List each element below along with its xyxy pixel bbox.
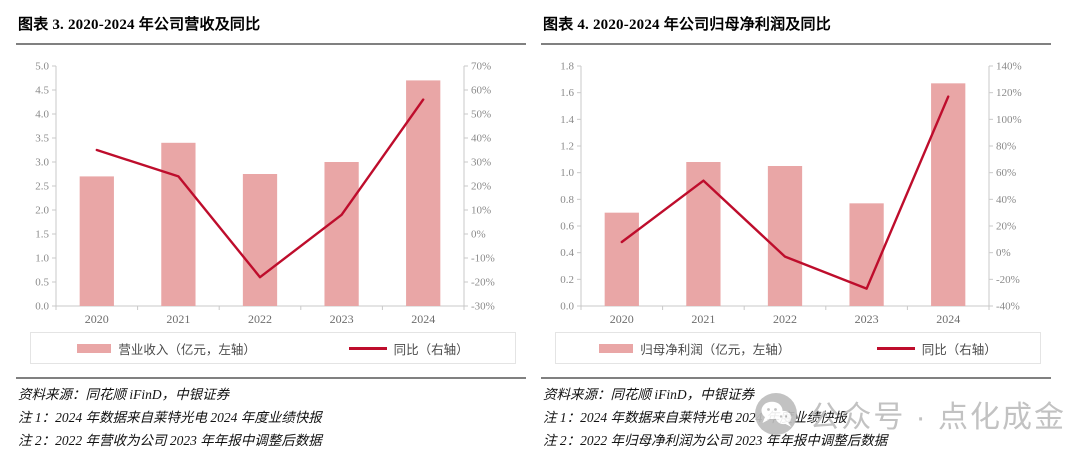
- revenue-chart-legend: 营业收入（亿元，左轴） 同比（右轴）: [30, 332, 516, 364]
- svg-text:60%: 60%: [996, 167, 1016, 179]
- note-2: 注 2：2022 年归母净利润为公司 2023 年年报中调整后数据: [543, 433, 888, 448]
- legend-item-yoy-line: 同比（右轴）: [348, 339, 469, 358]
- svg-text:1.0: 1.0: [560, 167, 574, 179]
- svg-text:2022: 2022: [773, 312, 797, 326]
- legend-item-yoy-line: 同比（右轴）: [876, 339, 997, 358]
- svg-text:2.5: 2.5: [35, 181, 49, 193]
- svg-text:4.5: 4.5: [35, 85, 49, 97]
- svg-text:1.6: 1.6: [560, 87, 574, 99]
- svg-text:1.0: 1.0: [35, 253, 49, 265]
- svg-text:40%: 40%: [471, 133, 491, 145]
- svg-text:120%: 120%: [996, 87, 1022, 99]
- net-profit-chart-legend: 归母净利润（亿元，左轴） 同比（右轴）: [555, 332, 1041, 364]
- svg-text:-10%: -10%: [471, 253, 495, 265]
- bar-series-swatch: [599, 343, 634, 353]
- svg-text:1.4: 1.4: [560, 114, 574, 126]
- svg-text:1.5: 1.5: [35, 229, 49, 241]
- svg-text:100%: 100%: [996, 114, 1022, 126]
- legend-label-revenue: 营业收入（亿元，左轴）: [118, 342, 256, 357]
- svg-text:-30%: -30%: [471, 301, 495, 313]
- legend-label-yoy: 同比（右轴）: [393, 342, 469, 357]
- svg-text:70%: 70%: [471, 61, 491, 73]
- source-line: 资料来源：同花顺 iFinD，中银证券: [543, 387, 755, 402]
- svg-text:20%: 20%: [996, 221, 1016, 233]
- note-1: 注 1：2024 年数据来自莱特光电 2024 年度业绩快报: [18, 410, 322, 425]
- legend-label-yoy: 同比（右轴）: [921, 342, 997, 357]
- source-line: 资料来源：同花顺 iFinD，中银证券: [18, 387, 230, 402]
- figure-net-profit-title: 图表 4. 2020-2024 年公司归母净利润及同比: [541, 10, 1051, 45]
- svg-text:140%: 140%: [996, 61, 1022, 73]
- revenue-yoy-chart: 0.0 0.5 1.0 1.5 2.0 2.5 3.0 3.5 4.0 4.5 5.0 -30% -20…: [35, 61, 495, 327]
- note-1: 注 1：2024 年数据来自莱特光电 2024 年度业绩快报: [543, 410, 847, 425]
- svg-text:3.5: 3.5: [35, 133, 49, 145]
- svg-text:20%: 20%: [471, 181, 491, 193]
- svg-text:2.0: 2.0: [35, 205, 49, 217]
- svg-text:0%: 0%: [996, 247, 1011, 259]
- svg-text:0.2: 0.2: [560, 274, 574, 286]
- svg-text:2021: 2021: [691, 312, 715, 326]
- line-series-swatch: [876, 346, 915, 350]
- svg-text:50%: 50%: [471, 109, 491, 121]
- svg-text:60%: 60%: [471, 85, 491, 97]
- legend-item-net-profit-bar: 归母净利润（亿元，左轴）: [599, 339, 790, 358]
- figure-revenue: 图表 3. 2020-2024 年公司营收及同比 0.0 0.5 1.0 1.5 2.0…: [0, 0, 539, 456]
- svg-text:0.6: 0.6: [560, 221, 574, 233]
- svg-text:2024: 2024: [411, 312, 435, 326]
- svg-text:4.0: 4.0: [35, 109, 49, 121]
- svg-text:2020: 2020: [85, 312, 109, 326]
- legend-item-revenue-bar: 营业收入（亿元，左轴）: [77, 339, 256, 358]
- svg-text:5.0: 5.0: [35, 61, 49, 73]
- note-2: 注 2：2022 年营收为公司 2023 年年报中调整后数据: [18, 433, 322, 448]
- svg-text:2023: 2023: [855, 312, 879, 326]
- svg-text:10%: 10%: [471, 205, 491, 217]
- svg-text:-20%: -20%: [996, 274, 1020, 286]
- legend-label-net-profit: 归母净利润（亿元，左轴）: [640, 342, 791, 357]
- svg-text:-20%: -20%: [471, 277, 495, 289]
- svg-text:0%: 0%: [471, 229, 486, 241]
- figure-net-profit-notes: 资料来源：同花顺 iFinD，中银证券 注 1：2024 年数据来自莱特光电 2…: [541, 377, 1051, 449]
- svg-text:0.4: 0.4: [560, 247, 574, 259]
- figure-revenue-notes: 资料来源：同花顺 iFinD，中银证券 注 1：2024 年数据来自莱特光电 2…: [16, 377, 526, 449]
- svg-text:0.8: 0.8: [560, 194, 574, 206]
- svg-text:80%: 80%: [996, 141, 1016, 153]
- svg-text:2022: 2022: [248, 312, 272, 326]
- net-profit-yoy-chart: 0.0 0.2 0.4 0.6 0.8 1.0 1.2 1.4 1.6 1.8 -40% -20% 0%…: [560, 61, 1022, 327]
- svg-text:2024: 2024: [936, 312, 960, 326]
- svg-text:-40%: -40%: [996, 301, 1020, 313]
- svg-text:0.0: 0.0: [560, 301, 574, 313]
- svg-text:2021: 2021: [166, 312, 190, 326]
- svg-text:1.2: 1.2: [560, 141, 574, 153]
- svg-text:2023: 2023: [330, 312, 354, 326]
- svg-text:30%: 30%: [471, 157, 491, 169]
- svg-text:3.0: 3.0: [35, 157, 49, 169]
- figure-net-profit: 图表 4. 2020-2024 年公司归母净利润及同比 0.0 0.2 0.4 0.6…: [539, 0, 1078, 456]
- svg-text:0.5: 0.5: [35, 277, 49, 289]
- svg-text:1.8: 1.8: [560, 61, 574, 73]
- svg-text:40%: 40%: [996, 194, 1016, 206]
- line-series-swatch: [348, 346, 387, 350]
- svg-text:2020: 2020: [610, 312, 634, 326]
- svg-text:0.0: 0.0: [35, 301, 49, 313]
- bar-series-swatch: [77, 343, 112, 353]
- figure-revenue-title: 图表 3. 2020-2024 年公司营收及同比: [16, 10, 526, 45]
